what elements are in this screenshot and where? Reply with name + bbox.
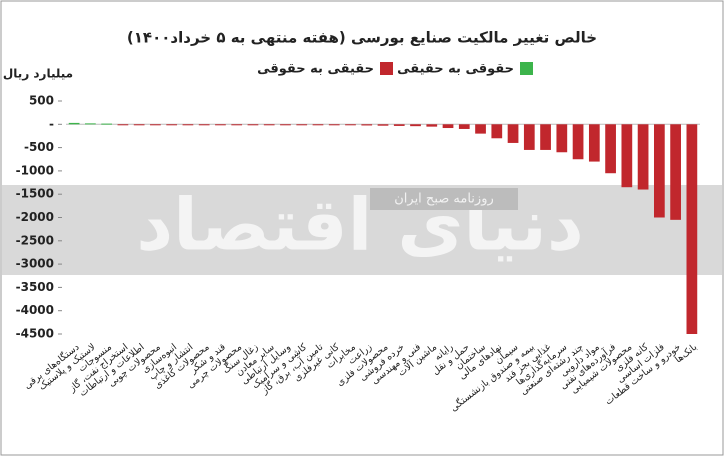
bar [426,124,438,127]
legend-swatch [520,62,533,75]
bar [393,124,405,126]
y-tick-label: -2000 [16,210,54,224]
bar [215,124,226,126]
bar [198,124,210,126]
y-tick-label: -3500 [16,280,54,294]
y-axis-label: میلیارد ریال [3,67,73,81]
bar [85,123,96,125]
bar [296,124,308,126]
y-tick-label: -4500 [16,327,54,341]
bar [637,124,649,190]
bar [101,123,113,125]
bar [670,124,681,220]
y-tick-label: -500 [24,140,54,154]
watermark-band [2,185,722,275]
bar [117,124,129,126]
bar [653,124,665,218]
bar [247,124,259,126]
bar [686,124,698,334]
y-tick-label: - [49,117,54,131]
bar [540,124,551,150]
bar [588,124,600,162]
bar [280,124,291,126]
bar [166,124,178,126]
legend-swatch [380,62,393,75]
bar [605,124,616,174]
bar [410,124,421,127]
bar [556,124,568,153]
bar [523,124,535,150]
legend-label: حقیقی به حقوقی [257,62,374,77]
bar [182,124,194,126]
y-tick-label: -1500 [16,187,54,201]
y-tick-label: -3000 [16,257,54,271]
y-tick-label: -2500 [16,233,54,247]
bar [572,124,584,160]
bar [312,124,324,126]
bar [621,124,633,188]
watermark-sub: روزنامه صبح ایران [394,192,494,207]
bar [263,124,275,126]
bar [361,124,373,126]
legend-label: حقوقی به حقیقی [397,62,514,77]
y-tick-label: 500 [29,94,54,108]
bar [377,124,389,126]
y-tick-label: -1000 [16,163,54,177]
watermark-sub-box [370,188,518,210]
bar [475,124,486,134]
bar [345,124,356,126]
bar [458,124,470,129]
y-tick-label: -4000 [16,303,54,317]
bar [150,124,161,126]
chart-title: خالص تغییر مالکیت صنایع بورسی (هفته منته… [127,29,597,47]
bar [68,122,80,125]
bar [133,124,145,126]
bar [231,124,243,126]
bar [507,124,519,143]
bar [442,124,454,129]
bar [491,124,503,139]
bar [328,124,340,126]
